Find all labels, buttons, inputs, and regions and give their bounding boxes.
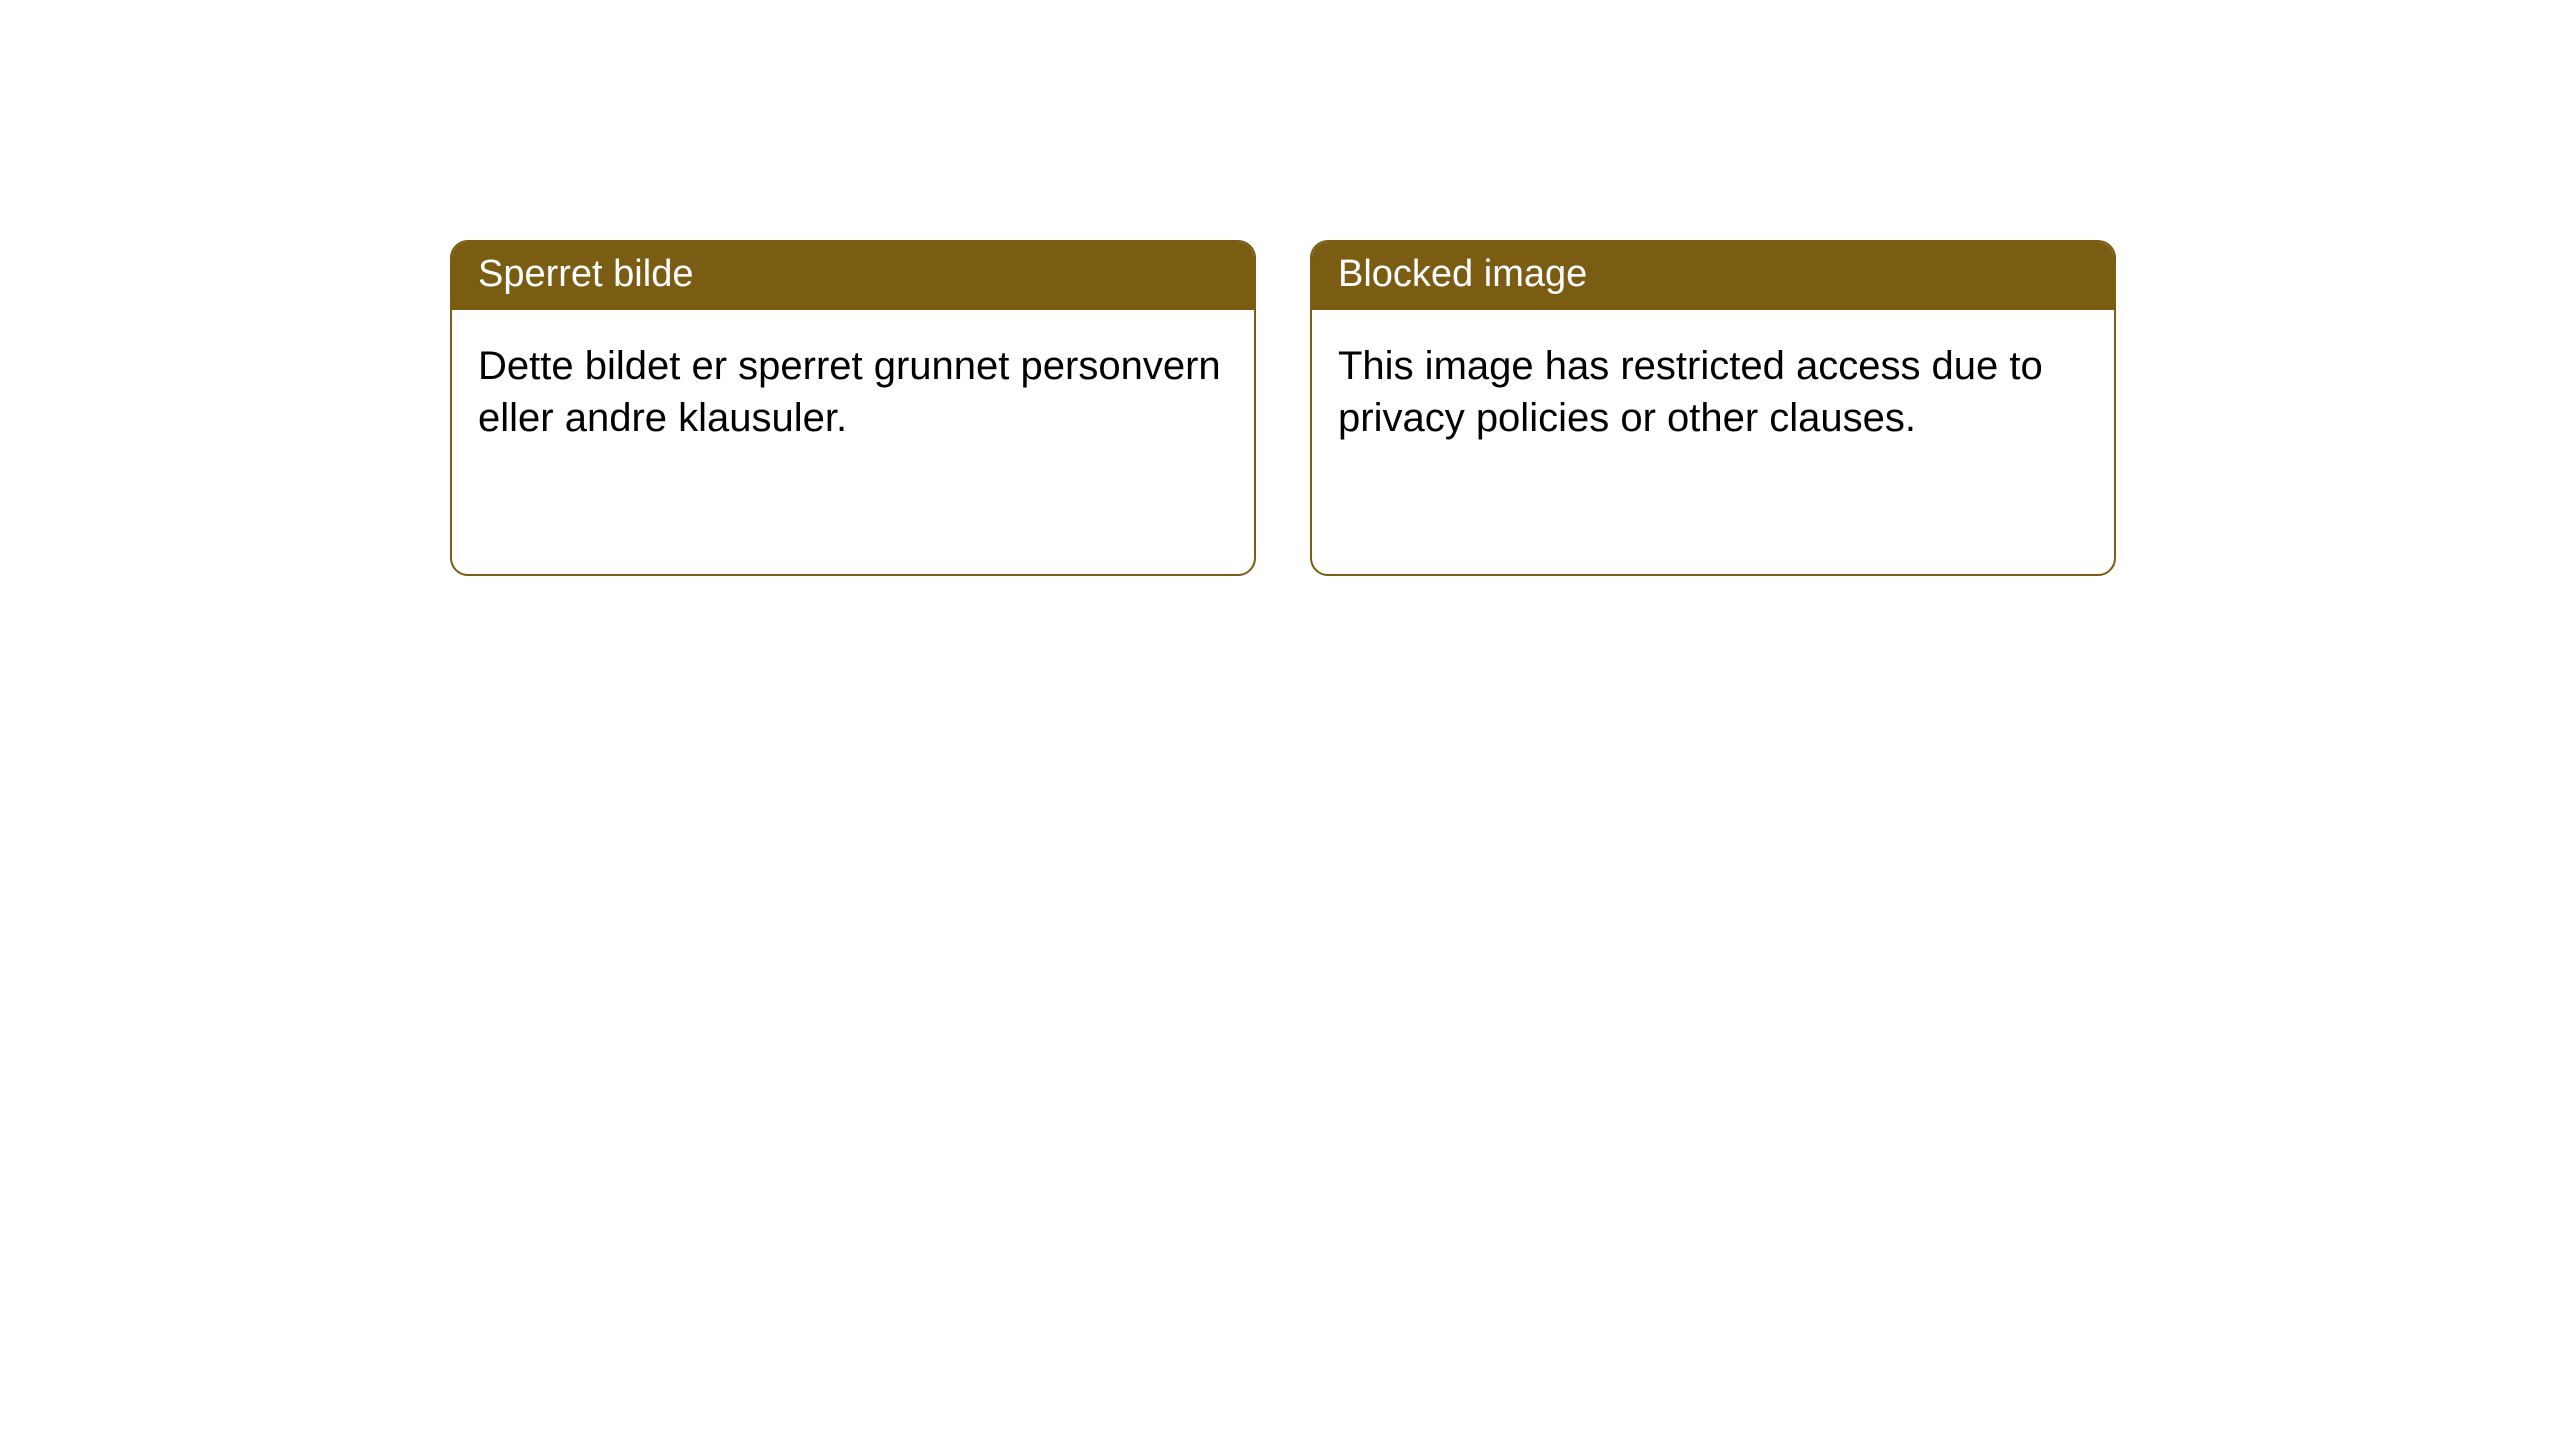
- card-body: This image has restricted access due to …: [1312, 310, 2114, 474]
- card-english: Blocked image This image has restricted …: [1310, 240, 2116, 576]
- card-header: Sperret bilde: [452, 242, 1254, 310]
- cards-container: Sperret bilde Dette bildet er sperret gr…: [450, 240, 2116, 576]
- card-header: Blocked image: [1312, 242, 2114, 310]
- card-body: Dette bildet er sperret grunnet personve…: [452, 310, 1254, 474]
- card-norwegian: Sperret bilde Dette bildet er sperret gr…: [450, 240, 1256, 576]
